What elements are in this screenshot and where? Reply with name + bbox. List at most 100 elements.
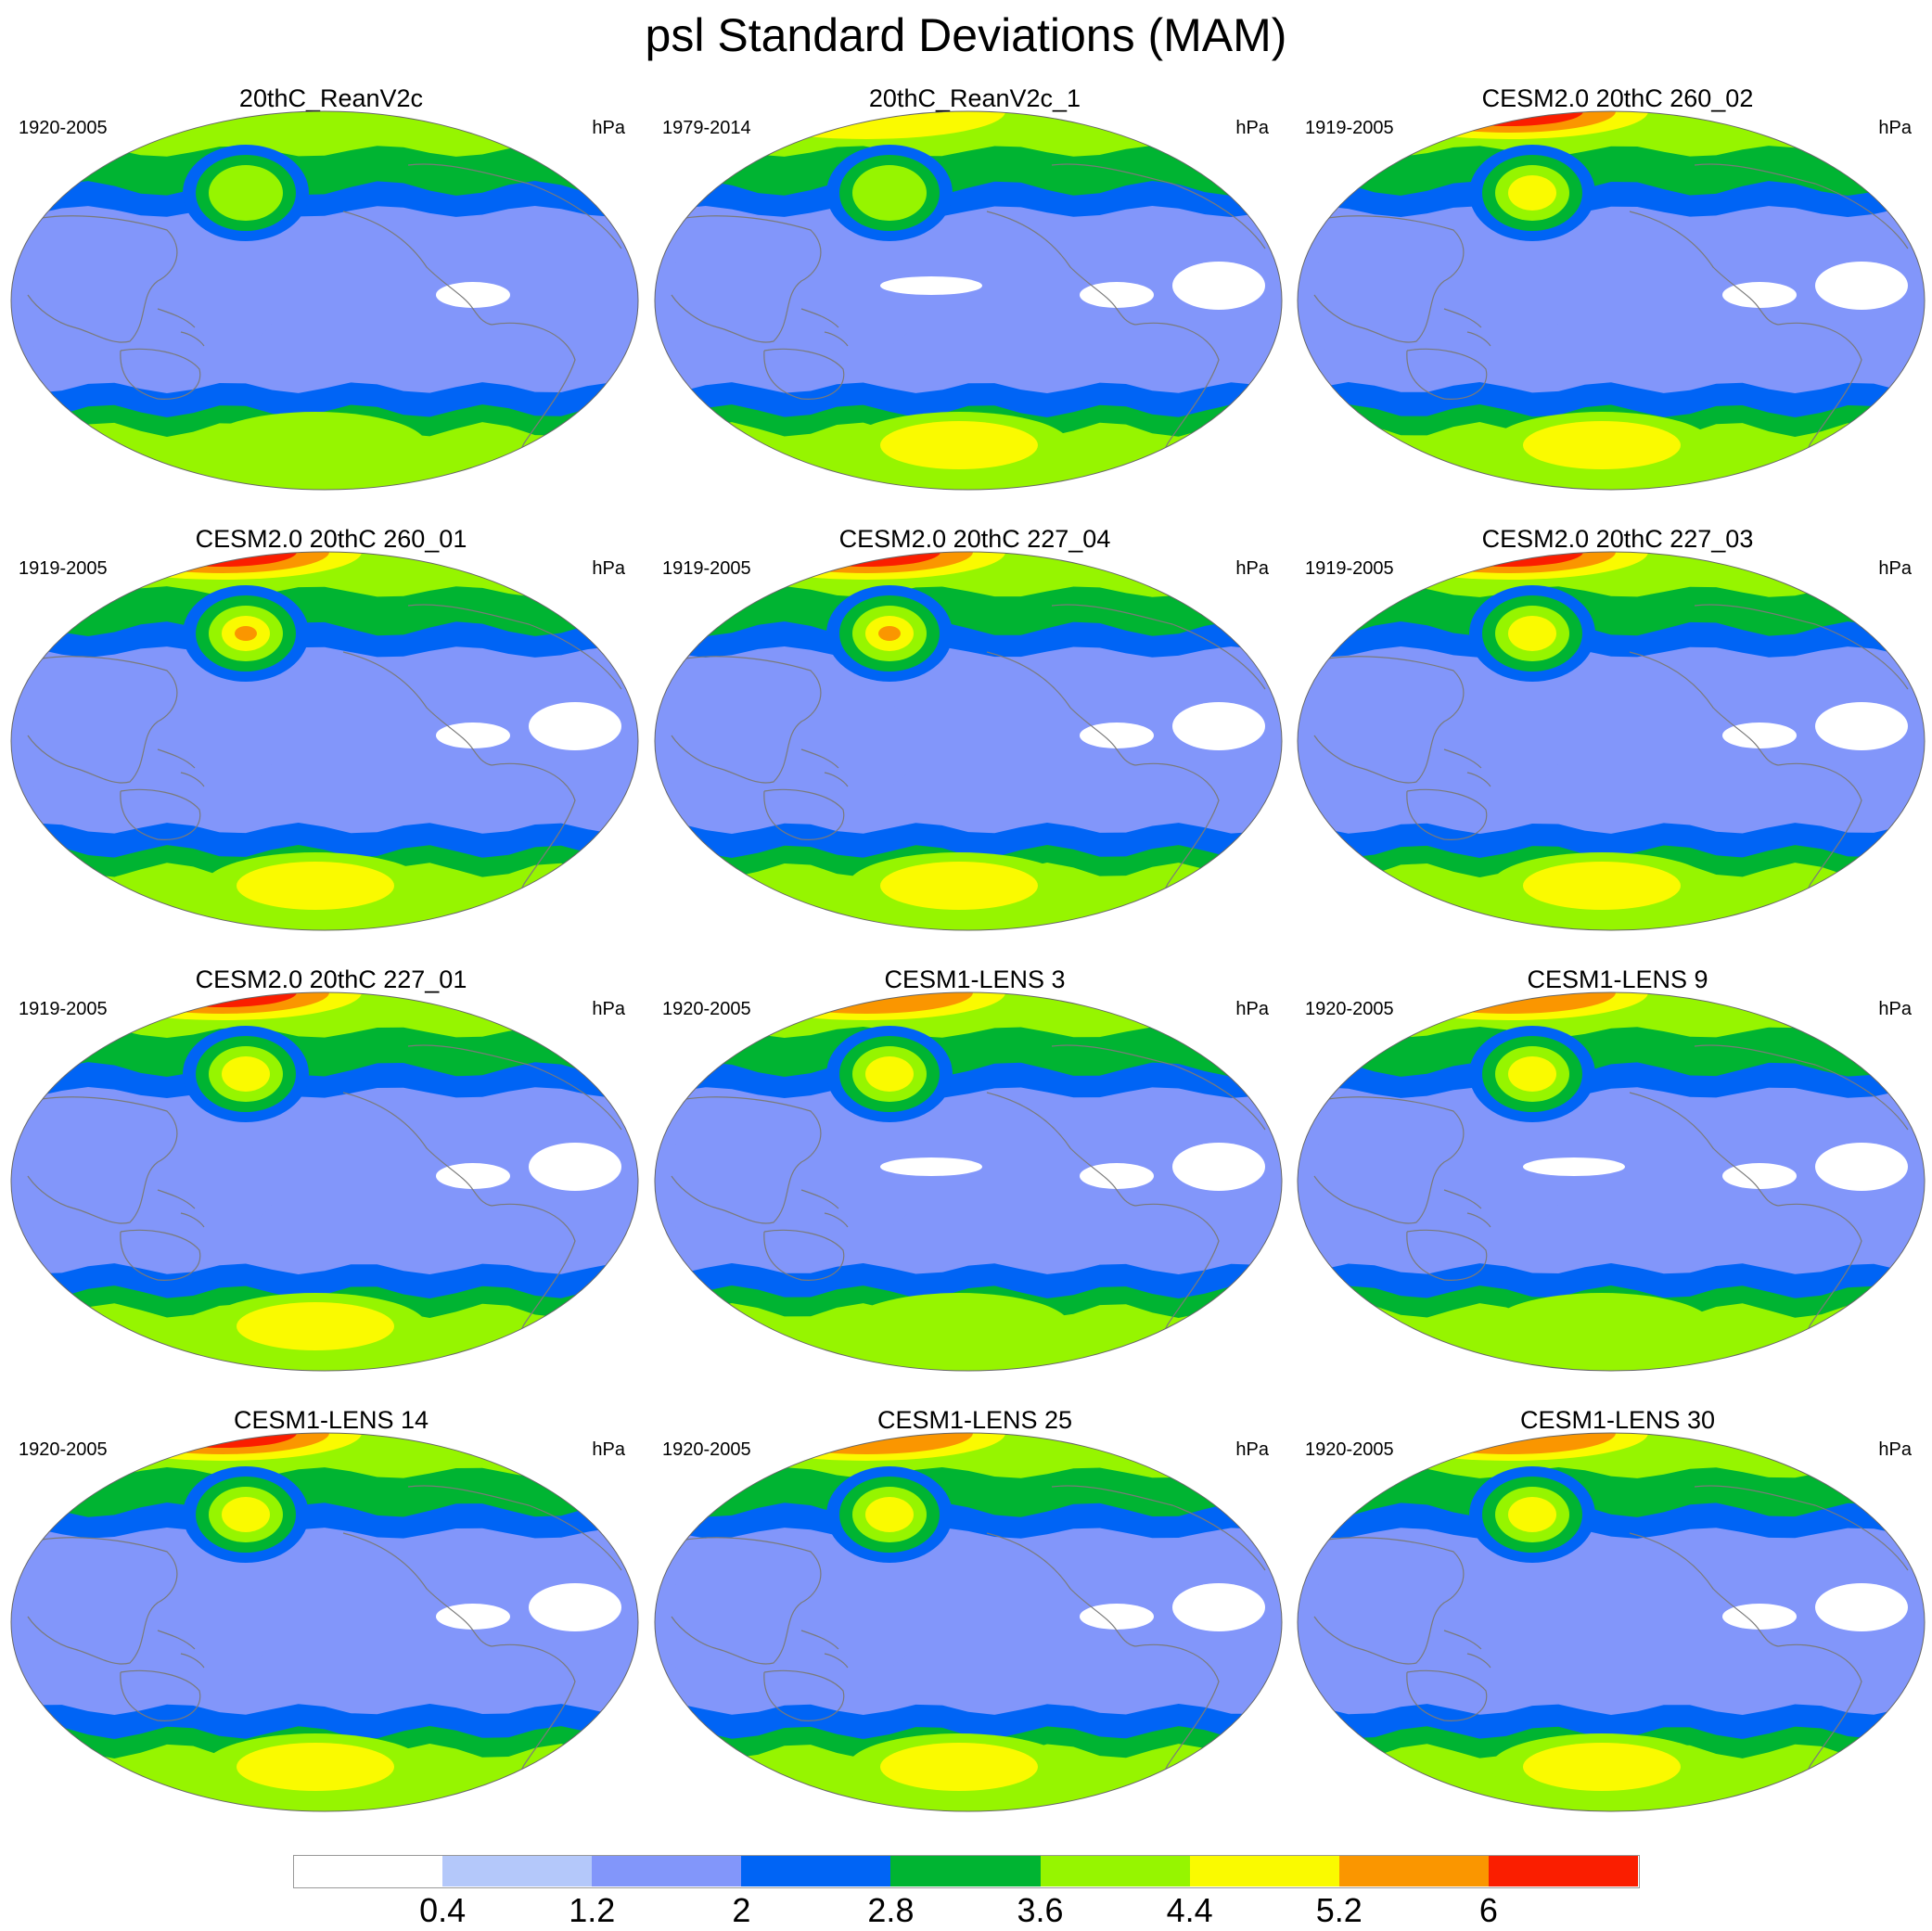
coastline	[407, 1044, 622, 1131]
panel-units: hPa	[1235, 118, 1269, 138]
panel-years: 1920-2005	[662, 1439, 751, 1460]
panel-units: hPa	[1235, 999, 1269, 1019]
south-pacific-contour	[237, 862, 394, 910]
coastline	[800, 1630, 849, 1669]
panel-years: 1979-2014	[662, 118, 751, 138]
coastline	[157, 748, 205, 787]
coastline	[1051, 1485, 1266, 1571]
aleutian-contour	[1508, 616, 1556, 651]
south-pacific-contour	[1523, 421, 1681, 469]
coastline	[27, 656, 178, 784]
colorbar-tick-label: 0.4	[419, 1891, 467, 1929]
colorbar-cell	[890, 1855, 1041, 1886]
coastline	[157, 1630, 205, 1669]
panel-title: CESM1-LENS 14	[233, 1406, 429, 1434]
panel-years: 1920-2005	[19, 118, 108, 138]
south-pacific-contour	[880, 421, 1038, 469]
coastline	[120, 1669, 201, 1721]
coastline	[1406, 788, 1488, 840]
coastline	[342, 1092, 493, 1207]
low-variability-patch	[1815, 1583, 1908, 1631]
coastline	[1443, 308, 1491, 347]
south-pacific-contour	[848, 1293, 1070, 1360]
aleutian-contour	[1508, 175, 1556, 211]
colorbar-tick-label: 5.2	[1315, 1891, 1363, 1929]
low-variability-patch	[1080, 1163, 1154, 1189]
panel-title: CESM2.0 20thC 227_03	[1481, 525, 1754, 553]
map-panel: CESM2.0 20thC 227_01 1919-2005 hPa	[9, 965, 653, 1400]
colorbar-tick-label: 2.8	[867, 1891, 915, 1929]
panel-title: CESM1-LENS 3	[884, 966, 1066, 993]
robinson-map	[10, 1432, 639, 1812]
panel-title: 20thC_ReanV2c_1	[868, 84, 1081, 112]
coastline	[1051, 163, 1266, 249]
robinson-map	[1297, 1432, 1926, 1812]
south-pacific-contour	[237, 1302, 394, 1350]
robinson-map	[654, 991, 1283, 1372]
coastline	[1629, 211, 1779, 326]
map-panel: 20thC_ReanV2c_1 1979-2014 hPa	[653, 83, 1297, 519]
aleutian-contour	[1508, 1056, 1556, 1092]
robinson-map	[10, 110, 639, 491]
south-pacific-contour	[1523, 1743, 1681, 1791]
map-border	[10, 110, 639, 491]
coastline	[763, 788, 845, 840]
colorbar-cell	[442, 1855, 593, 1886]
map-panel: CESM2.0 20thC 227_04 1919-2005 hPa	[653, 524, 1297, 960]
low-variability-patch	[1172, 1583, 1265, 1631]
south-pacific-contour	[1491, 1293, 1713, 1360]
robinson-map	[1297, 551, 1926, 931]
coastline	[27, 1537, 178, 1665]
low-variability-patch	[1523, 1157, 1625, 1176]
low-variability-patch	[1172, 702, 1265, 750]
coastline	[986, 1092, 1136, 1207]
robinson-map	[10, 551, 639, 931]
colorbar-cell	[1488, 1855, 1638, 1886]
coastline	[1443, 1189, 1491, 1228]
coastline	[986, 211, 1136, 326]
figure-title: psl Standard Deviations (MAM)	[645, 9, 1287, 61]
coastline	[1694, 604, 1909, 690]
low-variability-patch	[1172, 262, 1265, 310]
colorbar-cell	[293, 1855, 443, 1886]
aleutian-contour	[878, 626, 901, 641]
colorbar-cell	[1040, 1855, 1190, 1886]
map-panel: CESM2.0 20thC 227_03 1919-2005 hPa	[1296, 524, 1932, 960]
robinson-map	[1297, 110, 1926, 491]
map-border	[654, 551, 1283, 931]
coastline	[800, 308, 849, 347]
map-border	[10, 1432, 639, 1812]
coastline	[342, 1532, 493, 1647]
coastline	[1313, 215, 1465, 343]
coastline	[671, 215, 822, 343]
panel-years: 1919-2005	[662, 558, 751, 579]
map-panel: 20thC_ReanV2c 1920-2005 hPa	[9, 83, 653, 519]
south-pacific-contour	[880, 1743, 1038, 1791]
coastline	[763, 1229, 845, 1281]
coastline	[671, 1537, 822, 1665]
coastline	[120, 788, 201, 840]
coastline	[1406, 348, 1488, 400]
coastline	[986, 651, 1136, 766]
colorbar-cell	[741, 1855, 891, 1886]
colorbar-tick-label: 1.2	[569, 1891, 616, 1929]
coastline	[800, 748, 849, 787]
map-panel: CESM2.0 20thC 260_01 1919-2005 hPa	[9, 524, 653, 960]
aleutian-contour	[222, 1056, 270, 1092]
low-variability-patch	[1722, 723, 1797, 748]
coastline	[1406, 1669, 1488, 1721]
low-variability-patch	[436, 282, 510, 308]
south-pacific-contour	[204, 412, 427, 479]
map-panel: CESM1-LENS 9 1920-2005 hPa	[1296, 965, 1932, 1400]
coastline	[1694, 1044, 1909, 1131]
low-variability-patch	[880, 1157, 982, 1176]
low-variability-patch	[1722, 1163, 1797, 1189]
coastline	[157, 1189, 205, 1228]
map-panel: CESM1-LENS 25 1920-2005 hPa	[653, 1405, 1297, 1841]
panel-title: CESM1-LENS 25	[876, 1406, 1073, 1434]
robinson-map	[654, 551, 1283, 931]
low-variability-patch	[529, 702, 621, 750]
coastline	[1406, 1229, 1488, 1281]
panel-units: hPa	[1878, 1439, 1912, 1460]
coastline	[342, 651, 493, 766]
